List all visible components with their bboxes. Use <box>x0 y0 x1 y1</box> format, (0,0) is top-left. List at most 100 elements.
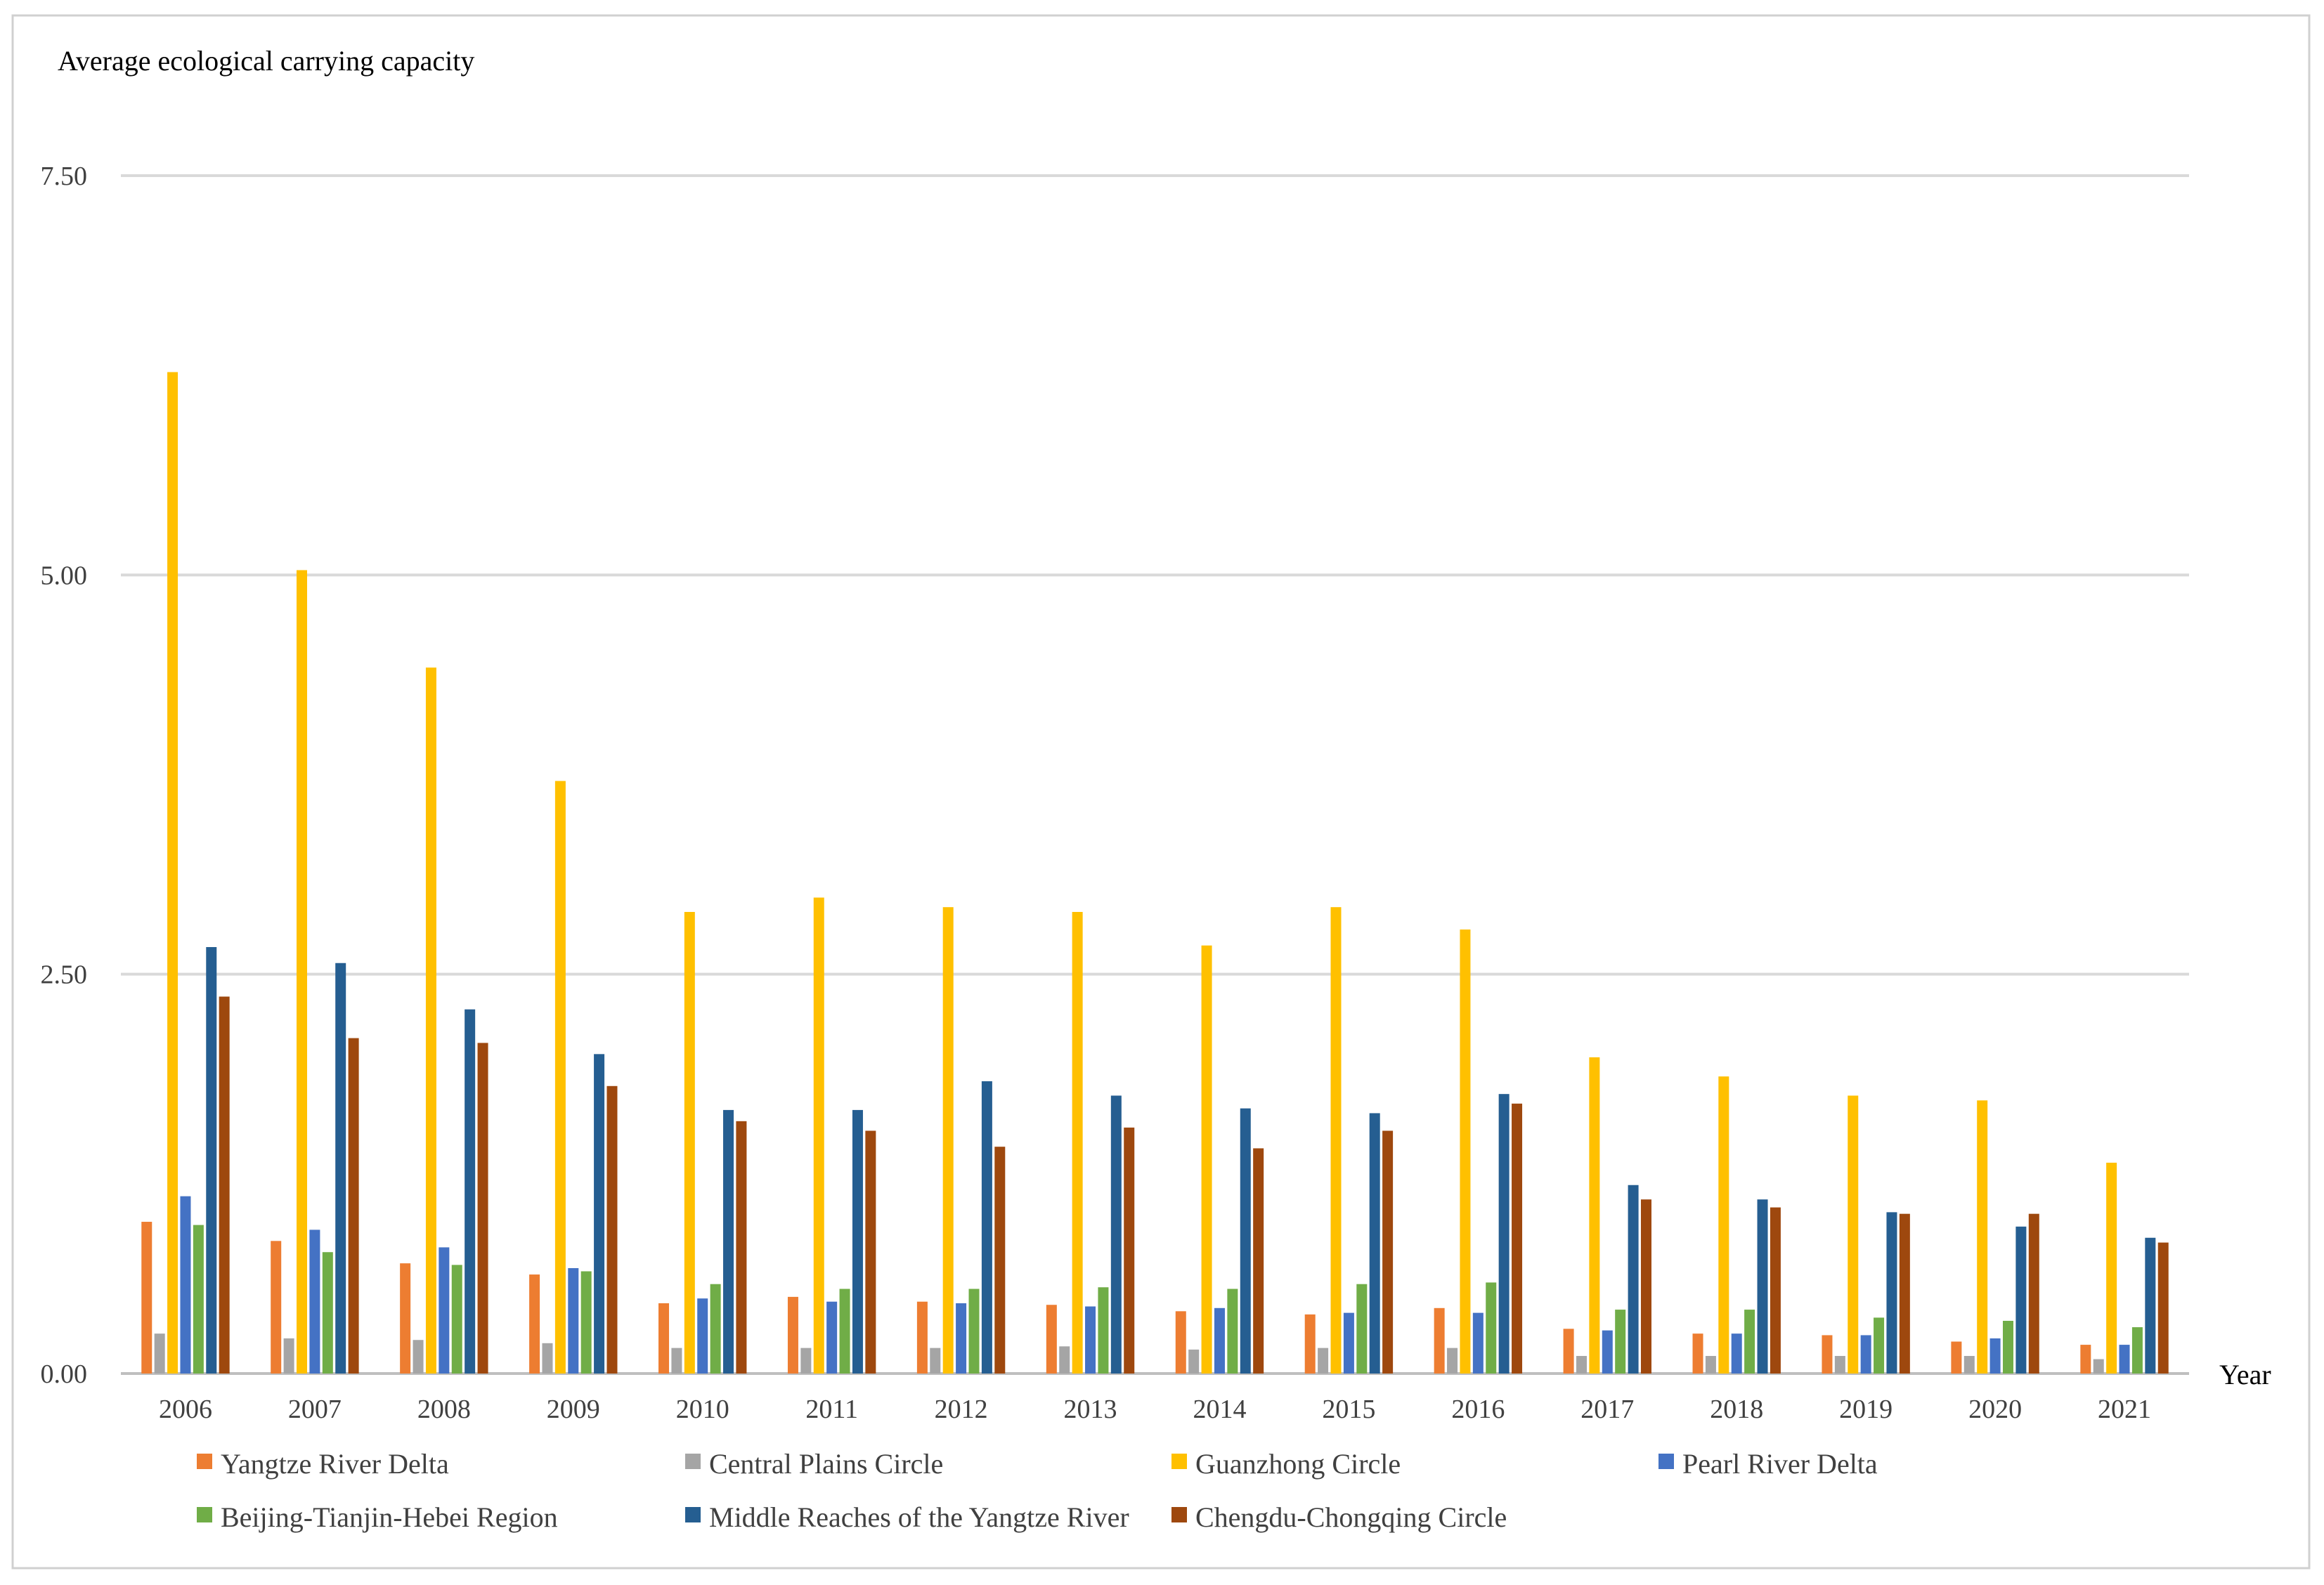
bar <box>2145 1237 2156 1374</box>
x-tick-label: 2013 <box>1064 1395 1117 1424</box>
bar <box>1072 912 1083 1374</box>
x-tick-labels: 2006 2007 2008 2009 2010 2011 2012 2013 2014 2015… <box>159 1395 2151 1424</box>
legend-swatch <box>197 1507 212 1522</box>
x-tick-label: 2021 <box>2098 1395 2151 1424</box>
bar <box>916 1301 928 1374</box>
bar <box>1989 1338 2001 1374</box>
legend-label: Central Plains Circle <box>709 1448 943 1480</box>
x-tick-label: 2014 <box>1193 1395 1246 1424</box>
y-tick-label: 7.50 <box>41 162 88 191</box>
bars <box>141 372 2169 1374</box>
legend-label: Chengdu-Chongqing Circle <box>1195 1501 1507 1533</box>
legend-label: Beijing-Tianjin-Hebei Region <box>221 1501 558 1533</box>
bar <box>1098 1287 1109 1374</box>
bar <box>348 1038 359 1374</box>
legend-label: Pearl River Delta <box>1682 1448 1878 1480</box>
bar <box>1460 930 1471 1374</box>
bar <box>1188 1349 1200 1374</box>
bar <box>1770 1207 1781 1374</box>
bar <box>1848 1095 1859 1374</box>
bar <box>283 1338 294 1374</box>
bar <box>1628 1185 1639 1374</box>
bar <box>180 1196 191 1374</box>
bar <box>271 1241 282 1374</box>
bar <box>529 1274 540 1374</box>
x-tick-label: 2010 <box>676 1395 729 1424</box>
bar <box>1356 1284 1368 1374</box>
bar <box>1486 1282 1497 1374</box>
bar <box>1124 1127 1135 1374</box>
bar <box>1110 1095 1122 1374</box>
bar <box>787 1296 798 1374</box>
bar <box>1602 1330 1613 1374</box>
bar <box>1860 1335 1871 1374</box>
legend-label: Yangtze River Delta <box>221 1448 449 1480</box>
bar <box>994 1147 1006 1374</box>
bar <box>942 907 954 1374</box>
bar <box>2080 1345 2091 1374</box>
bar <box>1899 1213 1910 1374</box>
x-tick-label: 2017 <box>1580 1395 1634 1424</box>
bar <box>658 1303 670 1374</box>
bar <box>2002 1320 2013 1374</box>
bar <box>439 1247 450 1374</box>
x-tick-label: 2012 <box>935 1395 988 1424</box>
bar <box>671 1348 682 1374</box>
bar <box>594 1054 605 1374</box>
legend-label: Middle Reaches of the Yangtze River <box>709 1501 1129 1533</box>
bar <box>930 1348 941 1374</box>
bar <box>1563 1329 1574 1374</box>
bar <box>852 1109 863 1374</box>
legend-swatch <box>685 1454 701 1469</box>
bar <box>2106 1162 2117 1374</box>
x-tick-label: 2019 <box>1839 1395 1893 1424</box>
bar <box>1640 1199 1651 1374</box>
bar <box>606 1085 618 1374</box>
bar <box>723 1109 734 1374</box>
bar <box>1718 1076 1729 1374</box>
bar <box>2093 1359 2104 1374</box>
bar <box>1304 1314 1316 1374</box>
legend: Yangtze River Delta Central Plains Circle… <box>197 1448 1878 1533</box>
bar <box>839 1289 850 1374</box>
bar <box>568 1267 579 1374</box>
legend-swatch <box>1171 1454 1187 1469</box>
bar <box>413 1340 424 1374</box>
bar <box>1498 1094 1510 1374</box>
bar <box>1434 1307 1445 1374</box>
bar <box>465 1009 476 1374</box>
bar <box>1757 1199 1768 1374</box>
bar <box>1318 1348 1329 1374</box>
bar <box>580 1271 592 1374</box>
bar <box>542 1343 553 1374</box>
y-tick-labels: 0.00 2.50 5.00 7.50 <box>41 162 88 1389</box>
bar <box>2157 1242 2169 1374</box>
bar <box>309 1229 320 1374</box>
x-tick-label: 2018 <box>1710 1395 1763 1424</box>
bar <box>826 1301 838 1374</box>
bar <box>697 1298 708 1374</box>
y-tick-label: 0.00 <box>41 1359 88 1389</box>
legend-swatch <box>685 1507 701 1522</box>
bar <box>1343 1312 1354 1374</box>
bar <box>1977 1100 1988 1374</box>
bar <box>1705 1355 1716 1374</box>
bar <box>1330 907 1342 1374</box>
bar <box>1512 1103 1523 1374</box>
chart-frame <box>11 14 2311 1570</box>
bar <box>1576 1355 1587 1374</box>
bar <box>981 1081 992 1374</box>
bar <box>154 1333 165 1374</box>
bar <box>2131 1327 2143 1374</box>
bar <box>2028 1213 2039 1374</box>
bar <box>1201 945 1212 1374</box>
bar <box>451 1265 462 1374</box>
bar <box>1472 1312 1484 1374</box>
y-tick-label: 2.50 <box>41 960 88 990</box>
x-tick-label: 2006 <box>159 1395 212 1424</box>
bar <box>1059 1346 1070 1374</box>
bar <box>322 1252 333 1374</box>
bar <box>335 963 346 1374</box>
